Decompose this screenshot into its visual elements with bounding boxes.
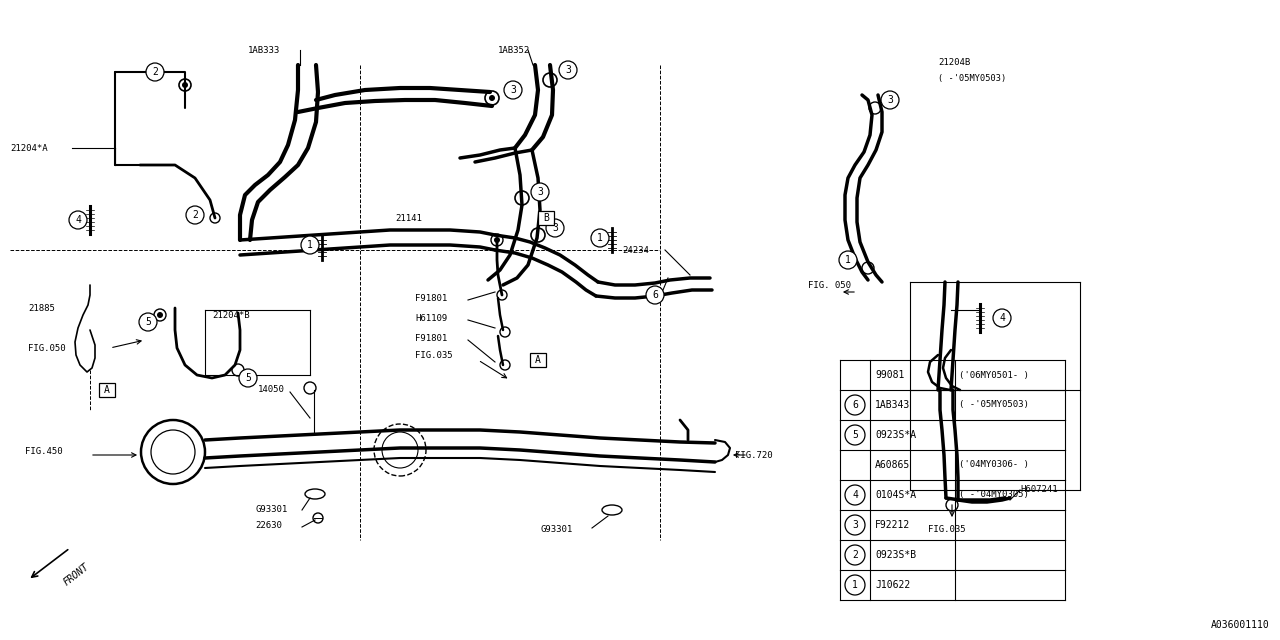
- Text: 1AB352: 1AB352: [498, 45, 530, 54]
- Circle shape: [845, 575, 865, 595]
- Text: 3: 3: [852, 520, 858, 530]
- Text: ( -'05MY0503): ( -'05MY0503): [959, 401, 1029, 410]
- Text: 2: 2: [852, 550, 858, 560]
- Text: 0923S*B: 0923S*B: [876, 550, 916, 560]
- Circle shape: [140, 313, 157, 331]
- Text: 1: 1: [307, 240, 312, 250]
- Text: 99081: 99081: [876, 370, 905, 380]
- Text: 1: 1: [845, 255, 851, 265]
- Text: 3: 3: [564, 65, 571, 75]
- Text: 5: 5: [145, 317, 151, 327]
- Text: 22630: 22630: [255, 520, 282, 529]
- Text: A: A: [104, 385, 110, 395]
- Text: H61109: H61109: [415, 314, 447, 323]
- Text: G93301: G93301: [255, 506, 287, 515]
- Text: A036001110: A036001110: [1211, 620, 1270, 630]
- Circle shape: [845, 545, 865, 565]
- Circle shape: [146, 63, 164, 81]
- Circle shape: [845, 485, 865, 505]
- Circle shape: [591, 229, 609, 247]
- Text: FIG.050: FIG.050: [28, 344, 65, 353]
- Text: 6: 6: [852, 400, 858, 410]
- Text: ('06MY0501- ): ('06MY0501- ): [959, 371, 1029, 380]
- Text: 3: 3: [538, 187, 543, 197]
- Circle shape: [646, 286, 664, 304]
- Text: 24234: 24234: [622, 246, 649, 255]
- Circle shape: [182, 82, 188, 88]
- Text: A60865: A60865: [876, 460, 910, 470]
- Text: 5: 5: [852, 430, 858, 440]
- Circle shape: [838, 251, 858, 269]
- Circle shape: [489, 95, 495, 101]
- Text: FIG.035: FIG.035: [415, 351, 453, 360]
- FancyBboxPatch shape: [530, 353, 547, 367]
- Circle shape: [881, 91, 899, 109]
- Text: H607241: H607241: [1020, 486, 1057, 495]
- Text: ( -'04MY0305): ( -'04MY0305): [959, 490, 1029, 499]
- Text: F91801: F91801: [415, 294, 447, 303]
- Text: 1: 1: [596, 233, 603, 243]
- Text: 1AB343: 1AB343: [876, 400, 910, 410]
- Text: 0104S*A: 0104S*A: [876, 490, 916, 500]
- Text: FIG. 050: FIG. 050: [808, 280, 851, 289]
- Circle shape: [504, 81, 522, 99]
- Text: F91801: F91801: [415, 333, 447, 342]
- Text: 3: 3: [509, 85, 516, 95]
- Text: FIG.720: FIG.720: [735, 451, 773, 460]
- Text: 21204*B: 21204*B: [212, 310, 250, 319]
- Text: 21885: 21885: [28, 303, 55, 312]
- Text: A: A: [535, 355, 541, 365]
- Circle shape: [186, 206, 204, 224]
- Text: 3: 3: [887, 95, 893, 105]
- Text: 6: 6: [652, 290, 658, 300]
- Circle shape: [69, 211, 87, 229]
- Circle shape: [845, 515, 865, 535]
- Circle shape: [845, 395, 865, 415]
- Text: F92212: F92212: [876, 520, 910, 530]
- Text: G93301: G93301: [540, 525, 572, 534]
- Text: B: B: [543, 213, 549, 223]
- Text: 0923S*A: 0923S*A: [876, 430, 916, 440]
- Circle shape: [239, 369, 257, 387]
- Circle shape: [845, 425, 865, 445]
- Text: ( -'05MY0503): ( -'05MY0503): [938, 74, 1006, 83]
- Circle shape: [494, 237, 500, 243]
- Text: FIG.450: FIG.450: [26, 447, 63, 456]
- Text: 4: 4: [1000, 313, 1005, 323]
- FancyBboxPatch shape: [538, 211, 554, 225]
- Text: FIG.035: FIG.035: [928, 525, 965, 534]
- Text: 2: 2: [152, 67, 157, 77]
- Text: 21204B: 21204B: [938, 58, 970, 67]
- Circle shape: [157, 312, 163, 318]
- Text: ('04MY0306- ): ('04MY0306- ): [959, 461, 1029, 470]
- Text: 4: 4: [76, 215, 81, 225]
- Circle shape: [559, 61, 577, 79]
- Circle shape: [993, 309, 1011, 327]
- Text: 2: 2: [192, 210, 198, 220]
- Text: 14050: 14050: [259, 385, 285, 394]
- Text: 3: 3: [552, 223, 558, 233]
- Circle shape: [301, 236, 319, 254]
- Text: 21204*A: 21204*A: [10, 143, 47, 152]
- Text: 4: 4: [852, 490, 858, 500]
- Text: FRONT: FRONT: [61, 562, 91, 588]
- Text: 21141: 21141: [396, 214, 422, 223]
- Text: 1AB333: 1AB333: [248, 45, 280, 54]
- Circle shape: [531, 183, 549, 201]
- FancyBboxPatch shape: [99, 383, 115, 397]
- Text: 5: 5: [244, 373, 251, 383]
- Text: J10622: J10622: [876, 580, 910, 590]
- Text: 1: 1: [852, 580, 858, 590]
- Circle shape: [547, 219, 564, 237]
